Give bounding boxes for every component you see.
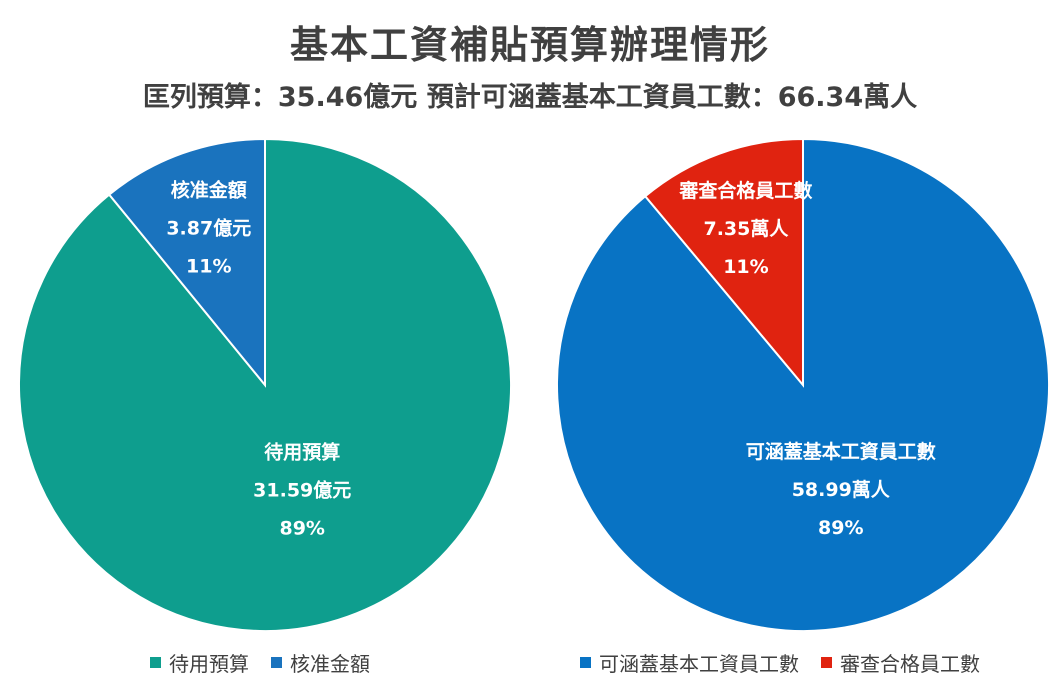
pie-1-slice-0-label-percent: 89% (818, 517, 863, 539)
chart-title: 基本工資補貼預算辦理情形 (289, 23, 770, 67)
legend-0-swatch-0 (150, 656, 161, 668)
pie-1-slice-1-label-percent: 11% (723, 256, 768, 278)
legend-1-swatch-0 (580, 656, 591, 668)
legend-1-label-1: 審查合格員工數 (840, 651, 980, 676)
pie-0-slice-0-label-percent: 89% (279, 517, 324, 539)
subtitle-workers: 預計可涵蓋基本工資員工數：66.34萬人 (426, 82, 918, 113)
pie-1-slice-1-label-value: 7.35萬人 (703, 218, 789, 240)
legend-1-swatch-1 (821, 656, 832, 668)
pie-0-slice-1-label-percent: 11% (186, 255, 231, 277)
legend-1-item-0: 可涵蓋基本工資員工數 (580, 648, 799, 677)
pie-0-slice-1-label-value: 3.87億元 (166, 216, 251, 239)
pie-1-slice-0-label-name: 可涵蓋基本工資員工數 (746, 440, 936, 463)
pie-0-slice-1-label-name: 核准金額 (171, 178, 247, 201)
subtitle-budget: 匡列預算：35.46億元 (142, 82, 418, 113)
pie-0-slice-0-label-value: 31.59億元 (253, 478, 351, 501)
chart-subtitle: 匡列預算：35.46億元 預計可涵蓋基本工資員工數：66.34萬人 (0, 75, 1060, 114)
pie-0-slice-0-label-name: 待用預算 (264, 440, 340, 463)
pie-1-slice-1-label-name: 審查合格員工數 (678, 179, 812, 202)
pie-1-slice-1 (643, 137, 804, 388)
legend-0-swatch-1 (271, 656, 282, 668)
legend-1-label-0: 可涵蓋基本工資員工數 (599, 651, 799, 676)
legend-0-label-1: 核准金額 (290, 651, 370, 676)
legend-1-item-1: 審查合格員工數 (821, 648, 980, 677)
pie-0-slice-0 (18, 137, 512, 632)
pie-1-slice-0-label-value: 58.99萬人 (792, 479, 891, 501)
legend-budget: 待用預算 核准金額 (150, 648, 392, 677)
legend-workers: 可涵蓋基本工資員工數 審查合格員工數 (580, 648, 1002, 677)
legend-0-item-1: 核准金額 (271, 648, 370, 677)
legend-0-item-0: 待用預算 (150, 648, 249, 677)
legend-0-label-0: 待用預算 (169, 651, 249, 676)
pie-0-slice-1 (107, 137, 266, 388)
